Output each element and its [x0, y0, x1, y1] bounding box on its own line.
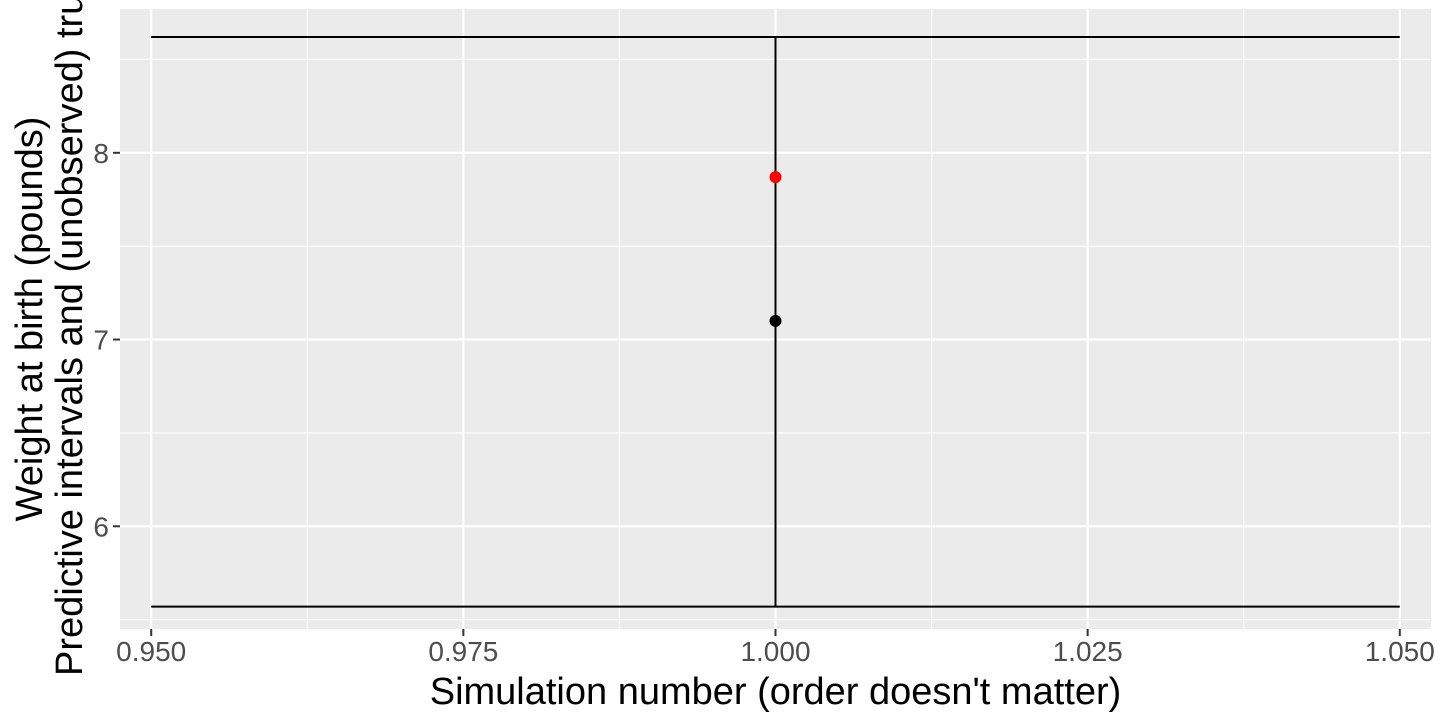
y-tick-label: 7	[93, 325, 109, 356]
data-point-2	[769, 171, 782, 184]
y-tick-label: 6	[93, 511, 109, 542]
x-tick-label: 0.975	[428, 636, 498, 667]
x-tick-label: 1.025	[1053, 636, 1123, 667]
x-tick-label: 1.050	[1365, 636, 1435, 667]
x-tick-label: 1.000	[740, 636, 810, 667]
data-marks	[151, 36, 1400, 608]
y-tick-label: 8	[93, 138, 109, 169]
data-point-1	[769, 314, 782, 327]
y-axis-title-line-2: Predictive intervals and (unobserved) tr…	[49, 0, 91, 676]
x-axis-ticks: 0.950 0.975 1.000 1.025 1.050	[116, 629, 1435, 667]
y-axis-ticks: 6 7 8	[93, 138, 120, 542]
y-axis-title-line-1: Weight at birth (pounds)	[9, 117, 51, 522]
x-axis-title: Simulation number (order doesn't matter)	[430, 671, 1122, 713]
x-tick-label: 0.950	[116, 636, 186, 667]
